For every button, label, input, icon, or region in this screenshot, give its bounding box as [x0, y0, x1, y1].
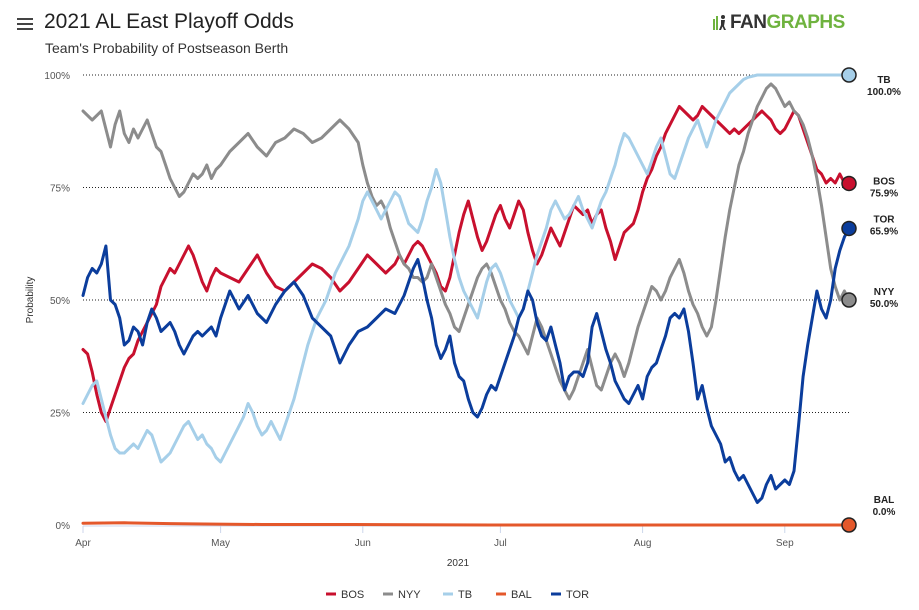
end-label-value-tb: 100.0% [867, 87, 901, 98]
series-line-tor [81, 226, 851, 504]
y-tick-label: 25% [50, 409, 70, 420]
legend-label-bal: BAL [511, 589, 532, 601]
chart-subtitle: Team's Probability of Postseason Berth [45, 40, 289, 56]
legend-label-nyy: NYY [398, 589, 421, 601]
logo-text-graphs: GRAPHS [766, 12, 846, 33]
y-tick-label: 100% [44, 71, 70, 82]
end-marker-tb [841, 67, 857, 83]
end-label-value-tor: 65.9% [870, 226, 898, 237]
end-label-name-tor: TOR [874, 214, 896, 225]
x-tick-label: Jun [355, 538, 371, 549]
end-marker-bos [841, 175, 857, 192]
menu-icon[interactable] [17, 18, 33, 31]
x-tick-label: May [211, 538, 230, 549]
y-tick-label: 0% [56, 521, 71, 532]
fangraphs-logo[interactable]: FANGRAPHS [713, 12, 845, 34]
series-line-bal [81, 521, 851, 527]
x-tick-label: Jul [494, 538, 507, 549]
y-tick-label: 75% [50, 184, 70, 195]
y-tick-label: 50% [50, 296, 70, 307]
end-label-name-nyy: NYY [874, 287, 895, 298]
x-tick-label: Apr [75, 538, 91, 549]
end-label-value-bos: 75.9% [870, 188, 898, 199]
legend-label-tor: TOR [566, 589, 589, 601]
x-tick-label: Sep [776, 538, 794, 549]
x-tick-label: Aug [634, 538, 652, 549]
x-axis-title: 2021 [447, 558, 470, 569]
legend-label-bos: BOS [341, 589, 364, 601]
end-label-value-nyy: 50.0% [870, 299, 898, 310]
end-marker-nyy [841, 292, 857, 308]
end-label-name-tb: TB [877, 75, 890, 86]
legend-label-tb: TB [458, 589, 472, 601]
logo-text-fan: FAN [730, 12, 767, 33]
end-marker-tor [841, 220, 857, 237]
series-line-tb [81, 73, 851, 464]
chart-title: 2021 AL East Playoff Odds [44, 10, 294, 33]
end-label-name-bos: BOS [873, 176, 895, 187]
end-label-value-bal: 0.0% [873, 507, 896, 518]
series-line-nyy [81, 82, 851, 401]
series-line-bos [81, 105, 851, 423]
end-label-name-bal: BAL [874, 495, 895, 506]
batter-logo-icon [713, 15, 726, 30]
y-axis-title: Probability [25, 277, 36, 324]
end-marker-bal [841, 517, 857, 533]
